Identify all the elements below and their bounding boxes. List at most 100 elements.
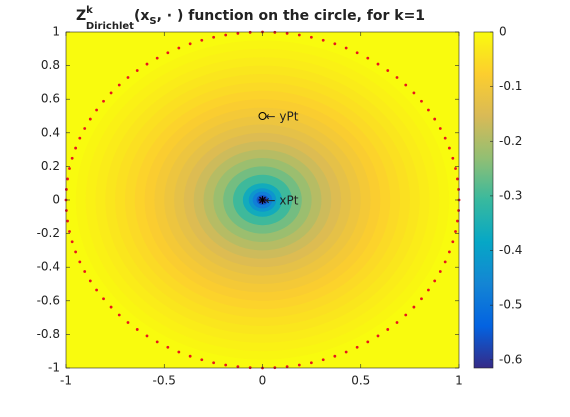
point-marker: [258, 112, 267, 120]
y-tick-label: -0.4: [37, 260, 60, 274]
star-stroke: [259, 196, 266, 204]
colorbar-tick-label: -0.6: [499, 352, 522, 366]
boundary-dot: [273, 366, 277, 370]
boundary-dot: [188, 42, 192, 46]
boundary-dot: [395, 321, 399, 324]
boundary-dot: [88, 117, 92, 121]
boundary-dot: [68, 230, 71, 233]
boundary-dot: [366, 340, 370, 344]
boundary-dot: [66, 177, 69, 181]
y-tick-label: -0.2: [37, 226, 60, 240]
colorbar: [473, 31, 494, 369]
boundary-dot: [102, 297, 105, 301]
colorbar-tick-label: -0.2: [499, 134, 522, 148]
boundary-dot: [102, 99, 105, 103]
boundary-dot: [457, 188, 461, 191]
y-tick-label: 0.2: [41, 159, 60, 173]
x-tick-label: -1: [60, 374, 72, 388]
boundary-dot: [333, 354, 337, 358]
boundary-dot: [333, 42, 337, 46]
boundary-dot: [70, 156, 74, 160]
boundary-dot: [412, 305, 416, 309]
colorbar-tick-label: -0.1: [499, 79, 522, 93]
x-tick-label: -0.5: [153, 374, 176, 388]
boundary-dot: [135, 69, 139, 72]
title-part: , · ) function on the circle, for k=1: [157, 8, 425, 24]
colorbar-tick-label: -0.5: [499, 298, 522, 312]
boundary-dot: [64, 188, 68, 191]
boundary-dot: [117, 83, 121, 87]
x-tick-label: 0: [259, 374, 267, 388]
boundary-dot: [248, 366, 252, 370]
boundary-dot: [386, 328, 390, 331]
boundary-dot: [438, 127, 442, 130]
colorbar-tick-label: -0.4: [499, 243, 522, 257]
boundary-dot: [321, 358, 325, 362]
boundary-dot: [451, 240, 455, 244]
boundary-dot: [404, 83, 408, 87]
boundary-dot: [212, 35, 216, 39]
boundary-dot: [376, 334, 380, 338]
boundary-dot: [200, 358, 204, 362]
boundary-dot: [83, 270, 87, 273]
boundary-dot: [454, 230, 457, 233]
boundary-dot: [64, 209, 68, 212]
boundary-dot: [443, 260, 447, 264]
boundary-dot: [74, 146, 78, 150]
y-tick-label: 0.6: [41, 92, 60, 106]
boundary-dot: [155, 56, 159, 60]
y-tick-label: -0.6: [37, 293, 60, 307]
boundary-dot: [145, 62, 149, 66]
boundary-dot: [438, 270, 442, 273]
boundary-dot: [447, 250, 451, 254]
point-marker: [258, 196, 267, 204]
boundary-dot: [456, 219, 459, 223]
boundary-dot: [236, 365, 240, 369]
boundary-dot: [451, 156, 455, 160]
boundary-dot: [248, 30, 252, 34]
boundary-dot: [447, 146, 451, 150]
y-tick-label: -0.8: [37, 327, 60, 341]
title-part: Z: [76, 8, 86, 24]
boundary-dot: [433, 279, 437, 283]
boundary-dot: [88, 279, 92, 283]
y-tick-label: -1: [48, 361, 60, 375]
boundary-dot: [177, 46, 181, 50]
y-tick-label: 0: [52, 193, 60, 207]
chart-title: Zk Dirichlet(xS, · ) function on the circ…: [76, 5, 425, 32]
boundary-dot: [95, 288, 98, 292]
boundary-dot: [188, 354, 192, 358]
boundary-dot: [355, 51, 359, 55]
boundary-dot: [454, 167, 457, 170]
boundary-dot: [344, 350, 348, 354]
title-part: k: [86, 5, 93, 16]
boundary-dot: [74, 250, 78, 254]
y-tick-label: 0.8: [41, 58, 60, 72]
boundary-dot: [109, 91, 113, 95]
boundary-dot: [145, 334, 149, 338]
boundary-dot: [309, 361, 313, 365]
boundary-dot: [427, 108, 430, 112]
boundary-dot: [117, 313, 121, 317]
boundary-dot: [166, 345, 170, 349]
boundary-dot: [285, 31, 289, 35]
boundary-dot: [236, 31, 240, 35]
boundary-dot: [78, 260, 82, 264]
boundary-dot: [355, 345, 359, 349]
colorbar-tick-label: -0.3: [499, 188, 522, 202]
boundary-dot: [297, 33, 301, 37]
boundary-dot: [95, 108, 98, 112]
boundary-dot: [200, 38, 204, 42]
boundary-dot: [212, 361, 216, 365]
boundary-dot: [457, 209, 461, 212]
boundary-dot: [166, 51, 170, 55]
boundary-dot: [404, 313, 408, 317]
x-tick-label: 1: [455, 374, 463, 388]
boundary-dot: [297, 363, 301, 367]
boundary-dot: [344, 46, 348, 50]
boundary-dot: [443, 136, 447, 140]
boundary-dot: [135, 328, 139, 331]
boundary-dot: [224, 33, 228, 37]
boundary-dot: [420, 99, 423, 103]
